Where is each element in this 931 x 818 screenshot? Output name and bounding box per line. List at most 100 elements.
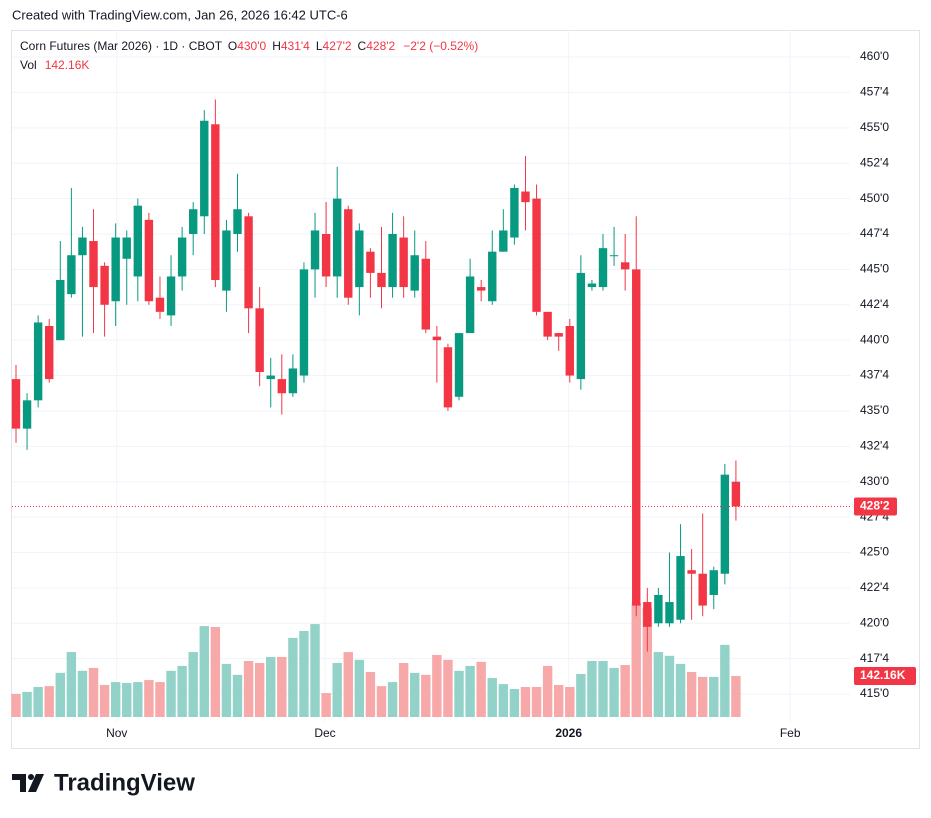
candle-body bbox=[255, 308, 264, 373]
y-tick-label: 437'4 bbox=[860, 368, 889, 382]
volume-bar bbox=[620, 665, 630, 717]
candle-body bbox=[665, 602, 674, 624]
candle-body bbox=[465, 276, 475, 334]
candle-body bbox=[399, 237, 408, 288]
volume-bar bbox=[565, 686, 575, 717]
candle-body bbox=[620, 262, 630, 270]
volume-bar bbox=[199, 626, 209, 717]
open-key: O bbox=[228, 39, 237, 53]
volume-bar bbox=[465, 665, 475, 717]
candle-body bbox=[521, 191, 530, 203]
candle-body bbox=[89, 241, 98, 288]
candle-body bbox=[731, 481, 741, 507]
volume-bar bbox=[531, 686, 542, 717]
volume-bar bbox=[144, 680, 154, 717]
volume-bar bbox=[387, 682, 398, 717]
candle-body bbox=[532, 198, 541, 312]
candle-body bbox=[321, 233, 331, 277]
candle-body bbox=[687, 570, 696, 574]
candle-body bbox=[410, 255, 419, 291]
volume-bar bbox=[720, 644, 730, 717]
x-tick-label: Nov bbox=[106, 726, 127, 740]
close-key: C bbox=[358, 39, 367, 53]
volume-bar bbox=[133, 682, 143, 717]
volume-bar bbox=[166, 670, 176, 717]
candle-body bbox=[11, 379, 21, 429]
legend-header: Corn Futures (Mar 2026) · 1D · CBOT O430'… bbox=[20, 39, 478, 53]
candle-body bbox=[609, 255, 619, 257]
candle-body bbox=[698, 573, 707, 606]
volume-bar bbox=[454, 670, 464, 717]
volume-bar bbox=[288, 637, 298, 717]
y-tick-label: 445'0 bbox=[860, 262, 889, 276]
volume-bar bbox=[44, 686, 54, 717]
y-tick-label: 452'4 bbox=[860, 155, 889, 169]
candle-body bbox=[632, 269, 641, 606]
candle-body bbox=[277, 379, 287, 394]
candle-body bbox=[266, 375, 275, 380]
y-tick-label: 435'0 bbox=[860, 403, 889, 417]
candle-body bbox=[78, 237, 87, 256]
volume-bar bbox=[99, 684, 110, 717]
brand-name: TradingView bbox=[54, 769, 195, 796]
candle-body bbox=[476, 287, 486, 291]
candle-body bbox=[211, 124, 220, 280]
candle-body bbox=[598, 248, 608, 288]
volume-key: Vol bbox=[20, 58, 37, 72]
candle-body bbox=[543, 311, 552, 337]
candle-body bbox=[554, 333, 563, 337]
volume-bar bbox=[554, 684, 564, 717]
volume-bar bbox=[587, 661, 597, 717]
candle-body bbox=[100, 265, 109, 305]
candle-body bbox=[67, 255, 76, 295]
candle-body bbox=[310, 230, 320, 270]
volume-bar bbox=[11, 693, 21, 717]
x-tick-label: Feb bbox=[780, 726, 801, 740]
candle-body bbox=[499, 230, 508, 252]
volume-bar bbox=[432, 654, 442, 717]
volume-bar bbox=[354, 659, 365, 717]
volume-bar bbox=[221, 663, 232, 717]
y-tick-label: 417'4 bbox=[860, 651, 889, 665]
volume-bar bbox=[188, 652, 198, 717]
candle-body bbox=[155, 297, 165, 312]
volume-bar bbox=[122, 682, 132, 717]
volume-bar bbox=[66, 652, 77, 717]
candle-body bbox=[432, 336, 442, 341]
last-price-box bbox=[854, 497, 897, 516]
volume-bar bbox=[421, 674, 431, 717]
volume-bar bbox=[321, 693, 331, 717]
volume-bar bbox=[376, 686, 387, 717]
candle-body bbox=[233, 209, 242, 234]
volume-bar bbox=[299, 630, 309, 717]
volume-bar bbox=[277, 656, 287, 717]
created-note: Created with TradingView.com, Jan 26, 20… bbox=[12, 7, 348, 22]
volume-box bbox=[854, 666, 916, 685]
candle-body bbox=[33, 322, 43, 401]
volume-bar bbox=[542, 665, 553, 717]
volume-bar bbox=[210, 626, 221, 717]
candle-body bbox=[355, 230, 364, 288]
candle-body bbox=[22, 400, 32, 429]
volume-bar bbox=[365, 671, 376, 717]
candle-body bbox=[421, 258, 430, 330]
candle-body bbox=[299, 269, 309, 376]
symbol: Corn Futures (Mar 2026) · 1D · CBOT bbox=[20, 39, 223, 53]
low-value: 427'2 bbox=[323, 39, 352, 53]
low-key: L bbox=[316, 39, 323, 53]
candle-body bbox=[144, 219, 154, 302]
candle-body bbox=[344, 209, 353, 298]
candle-body bbox=[133, 205, 143, 277]
candle-body bbox=[56, 279, 65, 341]
high-value: 431'4 bbox=[281, 39, 310, 53]
volume-bar bbox=[509, 689, 520, 717]
volume-bar bbox=[310, 624, 320, 717]
volume-bar bbox=[332, 663, 342, 717]
last-price-label: 428'2 bbox=[860, 499, 890, 513]
candle-body bbox=[587, 283, 597, 288]
candle-body bbox=[709, 570, 718, 595]
candle-body bbox=[510, 187, 519, 238]
candle-body bbox=[166, 276, 176, 316]
y-tick-label: 425'0 bbox=[860, 545, 889, 559]
